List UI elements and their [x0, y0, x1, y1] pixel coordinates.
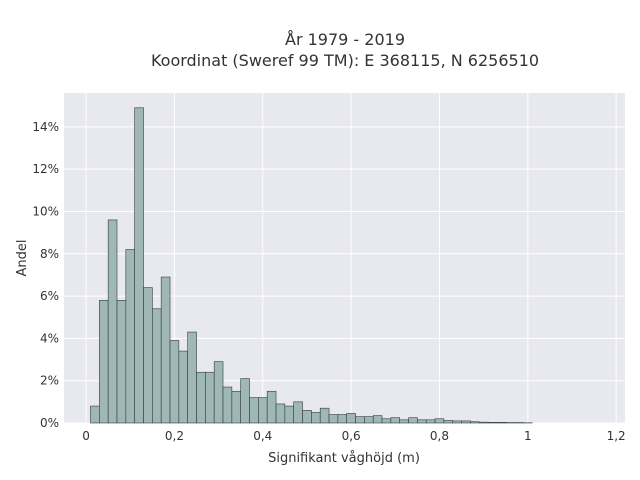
y-tick-label: 2% — [40, 374, 59, 388]
y-tick-label: 10% — [32, 204, 59, 218]
histogram-bar — [434, 418, 445, 424]
histogram-bar — [196, 371, 206, 424]
histogram-bar — [134, 107, 144, 424]
histogram-bar — [178, 350, 188, 424]
histogram-bar — [284, 405, 295, 424]
y-tick-label: 4% — [40, 331, 59, 345]
bars-group — [90, 107, 533, 424]
y-tick-label: 0% — [40, 416, 59, 430]
histogram-bar — [275, 403, 286, 424]
histogram-bar — [425, 419, 436, 424]
y-tick-label: 12% — [32, 162, 59, 176]
histogram-bar — [328, 414, 339, 424]
x-axis-label: Signifikant våghöjd (m) — [268, 451, 420, 466]
y-axis-label: Andel — [15, 240, 30, 277]
histogram-bar — [266, 390, 277, 424]
x-tick-label: 1 — [524, 429, 532, 443]
histogram-bar — [169, 340, 180, 424]
histogram-bar — [152, 308, 162, 424]
histogram-bar — [346, 413, 356, 424]
chart-title: År 1979 - 2019 — [285, 30, 405, 49]
x-tick-label: 0 — [82, 429, 90, 443]
histogram-bar — [443, 420, 454, 424]
histogram-bar — [390, 417, 401, 424]
histogram-bar — [205, 371, 215, 424]
histogram-bar — [240, 378, 250, 424]
histogram-bar — [452, 420, 462, 424]
histogram-bar — [478, 421, 489, 424]
chart-subtitle: Koordinat (Sweref 99 TM): E 368115, N 62… — [151, 51, 539, 70]
x-tick-label: 0,6 — [342, 429, 361, 443]
histogram-bar — [355, 416, 365, 424]
histogram-bar — [107, 219, 118, 424]
histogram-bar — [160, 276, 171, 424]
histogram-bar — [461, 420, 471, 424]
histogram-bar — [470, 421, 480, 424]
histogram-bar — [381, 418, 392, 424]
histogram-bar — [487, 422, 498, 424]
histogram-bar — [364, 416, 374, 424]
histogram-bar — [311, 412, 321, 424]
histogram-bar — [99, 300, 109, 424]
histogram-bar — [213, 361, 224, 424]
x-tick-label: 0,2 — [165, 429, 184, 443]
x-tick-labels: 0 0,2 0,4 0,6 0,8 1 1,2 — [82, 429, 625, 443]
x-tick-label: 0,4 — [253, 429, 272, 443]
y-tick-labels: 0% 2% 4% 6% 8% 10% 12% 14% — [32, 120, 59, 430]
histogram-bar — [302, 410, 312, 424]
histogram-bar — [143, 287, 153, 424]
x-tick-label: 0,8 — [430, 429, 449, 443]
histogram-bar — [187, 331, 197, 424]
histogram-bar — [337, 414, 348, 424]
y-tick-label: 6% — [40, 289, 59, 303]
histogram-bar — [319, 407, 330, 424]
histogram-bar — [372, 415, 383, 424]
histogram-bar — [90, 405, 100, 424]
histogram-bar — [231, 390, 241, 424]
y-tick-label: 8% — [40, 247, 59, 261]
histogram-bar — [222, 386, 233, 424]
histogram-bar — [125, 249, 135, 424]
histogram-bar — [258, 397, 268, 424]
histogram-bar — [399, 419, 409, 424]
x-tick-label: 1,2 — [607, 429, 626, 443]
histogram-bar — [496, 422, 507, 424]
histogram-bar — [116, 300, 127, 424]
histogram-bar — [293, 401, 303, 424]
histogram-bar — [417, 419, 427, 424]
y-tick-label: 14% — [32, 120, 59, 134]
histogram-bar — [408, 417, 418, 424]
histogram-bar — [249, 397, 259, 424]
